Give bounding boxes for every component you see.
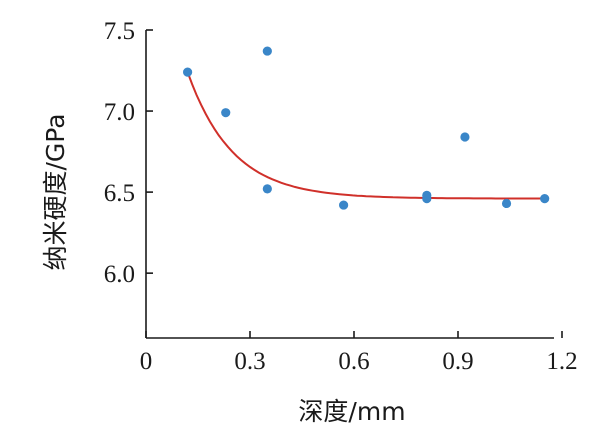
axes [145, 30, 554, 339]
x-tick-label: 0.3 [234, 348, 265, 375]
y-tick-label: 6.0 [104, 261, 135, 288]
x-tick-label: 1.2 [546, 348, 577, 375]
fit-curve [186, 71, 545, 200]
y-tick-label: 7.5 [104, 18, 135, 45]
data-point-10 [540, 193, 550, 204]
data-point-9 [501, 198, 512, 209]
y-tick-label: 6.5 [104, 180, 135, 207]
data-point-3 [262, 46, 272, 56]
data-point-1 [183, 67, 193, 77]
x-tick-label: 0 [140, 348, 153, 375]
y-tick-label: 7.0 [104, 99, 135, 126]
x-axis-title: 深度/mm [298, 397, 405, 426]
data-point-5 [339, 200, 349, 210]
data-point-8 [460, 132, 470, 142]
data-point-7 [422, 193, 432, 204]
x-tick-label: 0.9 [442, 348, 473, 375]
plot-area [183, 46, 550, 210]
data-point-4 [262, 184, 272, 194]
x-tick-label: 0.6 [338, 348, 369, 375]
y-axis-title: 纳米硬度/GPa [41, 113, 70, 270]
ticks: 0 0.3 0.6 0.9 1.2 6.0 6.5 7.0 7.5 [104, 18, 578, 375]
data-point-2 [221, 108, 231, 118]
